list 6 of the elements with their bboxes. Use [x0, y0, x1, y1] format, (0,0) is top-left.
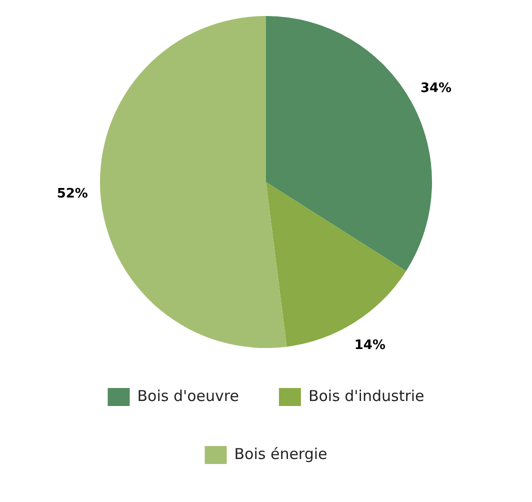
data-label: 34%	[420, 80, 452, 96]
data-label: 52%	[56, 186, 88, 202]
legend-label: Bois énergie	[234, 444, 328, 463]
legend-label: Bois d'industrie	[308, 386, 424, 405]
data-label: 14%	[354, 338, 386, 354]
legend-label: Bois d'oeuvre	[137, 386, 239, 405]
